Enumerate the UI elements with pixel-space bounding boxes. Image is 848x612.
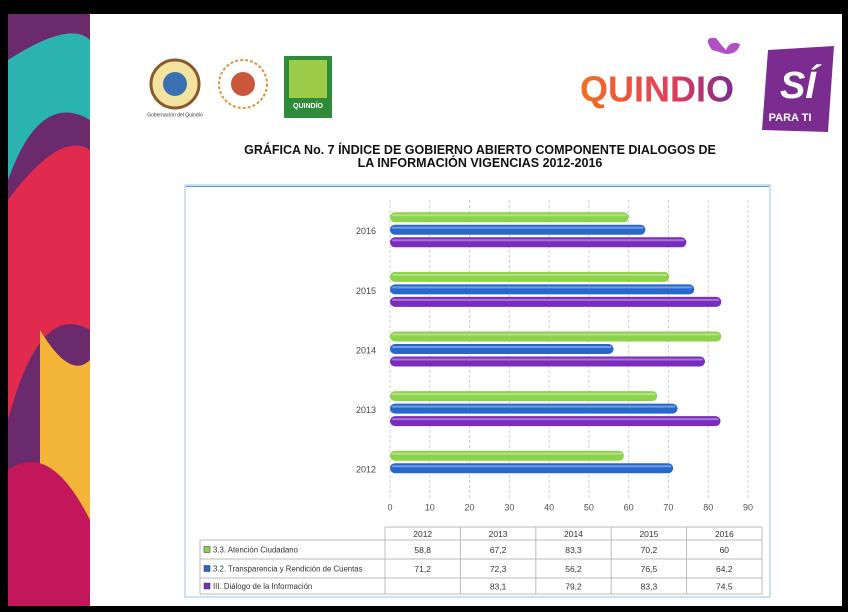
bar-highlight [392, 465, 672, 468]
bar-highlight [392, 346, 612, 348]
y-tick-label: 2014 [356, 345, 376, 355]
bar [390, 224, 646, 235]
bar [390, 463, 674, 474]
brand-tagline: PARA TI [769, 112, 812, 124]
legend-label: III. Diálogo de la Información [213, 582, 312, 591]
bar [390, 344, 614, 354]
table-cell: 83,1 [490, 581, 507, 591]
logos: Gobernación del Quindío QUINDÍO QUINDIO … [147, 37, 834, 132]
table-cell: 74,5 [716, 581, 733, 591]
x-tick-label: 60 [624, 502, 634, 512]
bar [390, 271, 670, 282]
bar-highlight [392, 358, 704, 361]
table-cell: 79,2 [565, 581, 582, 591]
table-cell: 64,2 [716, 564, 733, 574]
table-cell: 56,2 [565, 564, 582, 574]
table-cell: 60 [720, 545, 730, 555]
brand: QUINDIO [580, 69, 734, 110]
bar-highlight [392, 298, 720, 301]
legend-swatch [203, 565, 211, 572]
table-cell: 71,2 [414, 564, 431, 574]
bar [390, 403, 678, 414]
y-tick-label: 2016 [356, 226, 376, 236]
y-tick-label: 2015 [356, 286, 376, 296]
table-cell: 72,3 [490, 564, 507, 574]
bar-highlight [392, 333, 720, 336]
table-header: 2013 [489, 529, 508, 539]
bar [390, 212, 629, 223]
x-tick-label: 80 [703, 502, 713, 512]
table-header: 2012 [413, 529, 432, 539]
bar [390, 237, 687, 248]
bar [390, 331, 722, 342]
legend-label: 3.2. Transparencia y Rendición de Cuenta… [213, 565, 363, 574]
table-cell: 76,5 [641, 564, 658, 574]
badge-text: QUINDÍO [293, 101, 324, 110]
x-tick-label: 20 [465, 502, 475, 512]
table-cell: 70,2 [641, 545, 658, 555]
x-tick-label: 50 [584, 502, 594, 512]
table-cell: 58,8 [414, 545, 431, 555]
legend-label: 3.3. Atención Ciudadano [213, 546, 299, 555]
bar [390, 416, 721, 427]
legend-swatch [203, 546, 211, 553]
bar-highlight [392, 214, 627, 217]
table-cell: 83,3 [565, 545, 582, 555]
table-cell: 83,3 [641, 581, 658, 591]
bar-highlight [392, 239, 685, 242]
bar-highlight [392, 405, 676, 408]
bar-highlight [392, 273, 668, 276]
table-header: 2014 [564, 529, 583, 539]
bar [390, 284, 695, 295]
x-tick-label: 90 [743, 502, 753, 512]
chart-title: GRÁFICA No. 7 ÍNDICE DE GOBIERNO ABIERTO… [244, 143, 716, 170]
x-tick-label: 10 [425, 502, 435, 512]
x-tick-label: 30 [504, 502, 514, 512]
left-decoration [8, 14, 90, 606]
legend-swatch [203, 582, 211, 590]
chart-frame [184, 184, 771, 598]
bar-highlight [392, 452, 622, 455]
x-tick-label: 0 [387, 502, 392, 512]
bar [390, 450, 624, 461]
bar [390, 356, 706, 367]
frame-top [186, 186, 769, 187]
table-cell: 67,2 [490, 545, 507, 555]
x-tick-label: 70 [663, 502, 673, 512]
table-header: 2015 [639, 529, 658, 539]
table-header: 2016 [715, 529, 734, 539]
x-tick-label: 40 [544, 502, 554, 512]
brand-mark: SÍ [780, 63, 822, 107]
bar-highlight [392, 226, 644, 229]
logo-caption: Gobernación del Quindío [147, 112, 203, 118]
bar [390, 391, 658, 402]
y-tick-label: 2013 [356, 405, 376, 415]
bar-highlight [392, 418, 719, 421]
bar-highlight [392, 286, 693, 289]
bar-highlight [392, 393, 656, 396]
bar [390, 296, 722, 307]
y-tick-label: 2012 [356, 465, 376, 475]
